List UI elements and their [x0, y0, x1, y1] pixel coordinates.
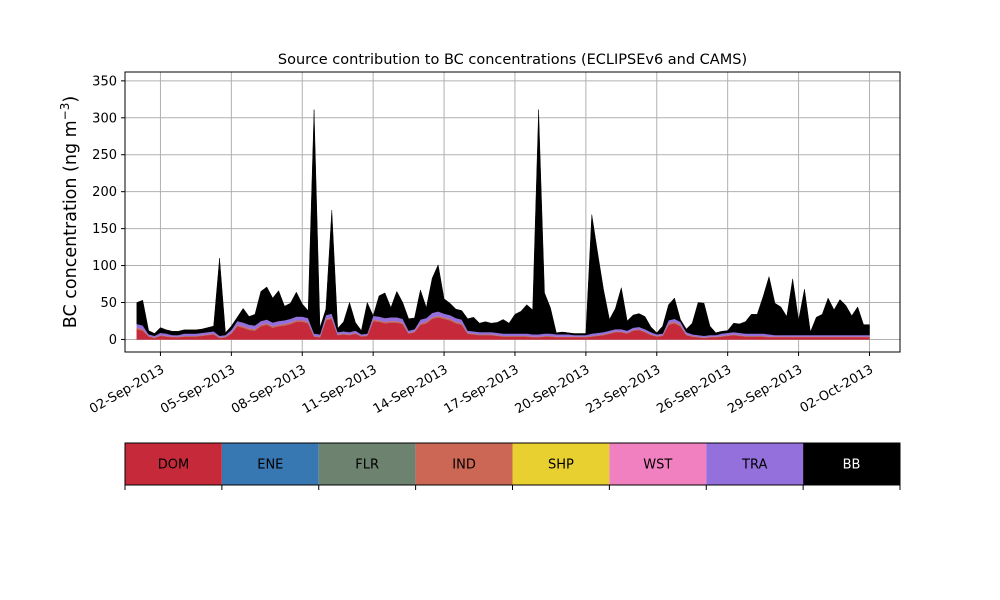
grid-lines [125, 72, 900, 352]
legend-colorbar: DOM ENE FLR IND SHP WST TRA BB [124, 442, 901, 490]
y-tick-label: 200 [92, 185, 117, 200]
y-tick-label: 0 [109, 333, 117, 348]
legend-swatch-flr [318, 443, 416, 485]
legend-label-tra: TRA [741, 458, 767, 473]
y-axis-label-close: ) [61, 96, 81, 103]
legend-label-wst: WST [643, 458, 672, 473]
x-tick-label: 02-Sep-2013 [87, 362, 167, 417]
y-axis-label: BC concentration (ng m−3) [58, 96, 81, 328]
x-tick-label: 11-Sep-2013 [300, 362, 380, 417]
axis-ticks: 0 50 100 150 200 250 300 350 02-Sep-201305-Sep-2… [87, 74, 876, 417]
y-axis-label-exponent: −3 [58, 103, 72, 121]
legend-swatch-wst [609, 443, 707, 485]
x-tick-label: 17-Sep-2013 [442, 362, 522, 417]
legend-label-shp: SHP [548, 458, 574, 473]
x-tick-label: 05-Sep-2013 [158, 362, 238, 417]
x-tick-label: 20-Sep-2013 [513, 362, 593, 417]
legend-swatch-tra [706, 443, 804, 485]
legend-label-ene: ENE [257, 458, 283, 473]
x-tick-label: 14-Sep-2013 [371, 362, 451, 417]
x-tick-label: 02-Oct-2013 [798, 362, 876, 416]
y-tick-label: 100 [92, 259, 117, 274]
y-tick-label: 300 [92, 111, 117, 126]
x-tick-label: 29-Sep-2013 [725, 362, 805, 417]
legend-swatch-ind [415, 443, 513, 485]
legend-label-ind: IND [452, 458, 476, 473]
y-axis-label-text: BC concentration (ng m [61, 120, 81, 328]
legend-label-flr: FLR [355, 458, 379, 473]
legend-label-dom: DOM [158, 458, 189, 473]
chart-title: Source contribution to BC concentrations… [278, 52, 747, 68]
legend-swatch-dom [125, 443, 222, 485]
legend-swatch-bb [803, 443, 900, 485]
legend-swatch-ene [221, 443, 319, 485]
svg-text:BC concentration (ng m−3): BC concentration (ng m−3) [58, 96, 81, 328]
stacked-areas [136, 109, 870, 340]
plot-frame [124, 71, 901, 353]
y-tick-label: 350 [92, 74, 117, 89]
x-tick-label: 26-Sep-2013 [654, 362, 734, 417]
legend-swatch-shp [512, 443, 610, 485]
y-tick-label: 250 [92, 148, 117, 163]
y-tick-label: 150 [92, 222, 117, 237]
x-tick-label: 23-Sep-2013 [583, 362, 663, 417]
y-tick-label: 50 [100, 296, 117, 311]
legend-label-bb: BB [843, 458, 861, 473]
area-series-bb [136, 109, 870, 337]
x-tick-label: 08-Sep-2013 [229, 362, 309, 417]
